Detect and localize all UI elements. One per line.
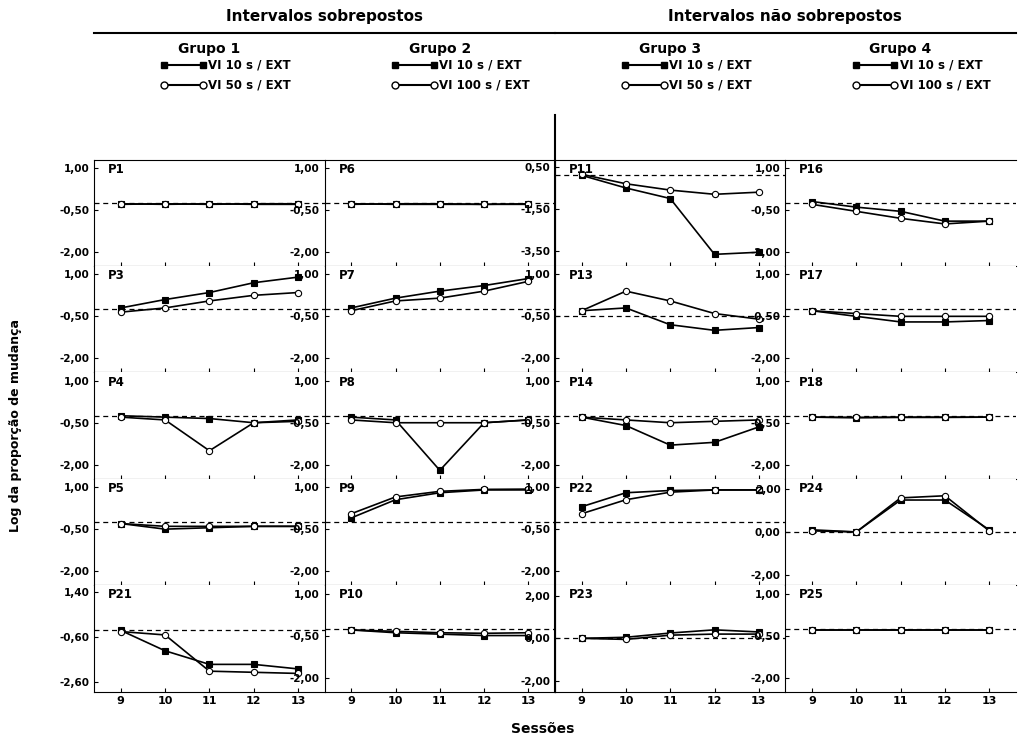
Text: P8: P8 <box>338 375 355 389</box>
Text: P9: P9 <box>338 482 355 495</box>
Text: Grupo 1: Grupo 1 <box>178 42 241 56</box>
Text: Grupo 2: Grupo 2 <box>409 42 471 56</box>
Text: VI 100 s / EXT: VI 100 s / EXT <box>438 79 529 92</box>
Text: P21: P21 <box>109 588 133 601</box>
Text: VI 50 s / EXT: VI 50 s / EXT <box>209 79 291 92</box>
Text: VI 100 s / EXT: VI 100 s / EXT <box>899 79 990 92</box>
Text: P23: P23 <box>569 588 594 601</box>
Text: P4: P4 <box>109 375 125 389</box>
Text: Grupo 3: Grupo 3 <box>639 42 701 56</box>
Text: P7: P7 <box>338 269 355 282</box>
Text: P24: P24 <box>799 482 824 495</box>
Text: Intervalos não sobrepostos: Intervalos não sobrepostos <box>669 9 902 24</box>
Text: Grupo 4: Grupo 4 <box>869 42 932 56</box>
Text: P1: P1 <box>109 162 125 176</box>
Text: Sessões: Sessões <box>511 722 574 736</box>
Text: P13: P13 <box>569 269 594 282</box>
Text: P16: P16 <box>799 162 824 176</box>
Text: VI 10 s / EXT: VI 10 s / EXT <box>438 59 521 72</box>
Text: Intervalos sobrepostos: Intervalos sobrepostos <box>226 9 423 24</box>
Text: P22: P22 <box>569 482 594 495</box>
Text: P3: P3 <box>109 269 125 282</box>
Text: P17: P17 <box>799 269 824 282</box>
Text: VI 50 s / EXT: VI 50 s / EXT <box>670 79 752 92</box>
Text: P25: P25 <box>799 588 824 601</box>
Text: VI 10 s / EXT: VI 10 s / EXT <box>209 59 291 72</box>
Text: P10: P10 <box>338 588 364 601</box>
Text: P5: P5 <box>109 482 125 495</box>
Text: P14: P14 <box>569 375 594 389</box>
Text: P18: P18 <box>799 375 824 389</box>
Text: P6: P6 <box>338 162 355 176</box>
Text: P11: P11 <box>569 162 594 176</box>
Text: VI 10 s / EXT: VI 10 s / EXT <box>670 59 752 72</box>
Text: VI 10 s / EXT: VI 10 s / EXT <box>899 59 982 72</box>
Text: Log da proporção de mudança: Log da proporção de mudança <box>9 319 22 532</box>
